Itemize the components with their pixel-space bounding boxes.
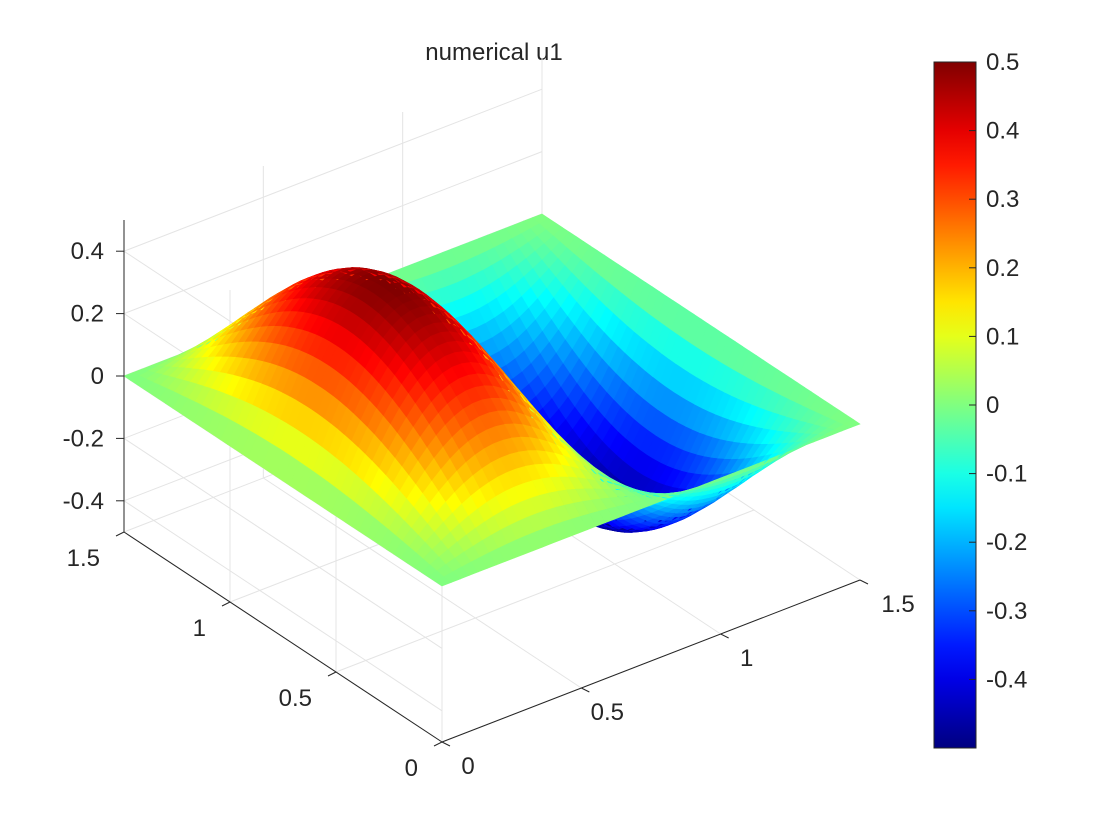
colorbar-tick-label: 0.1 — [986, 323, 1019, 350]
colorbar-tick-label: 0.3 — [986, 186, 1019, 213]
y-tick-label: 1 — [193, 615, 206, 642]
colorbar-tick-label: -0.1 — [986, 461, 1027, 488]
colorbar-tick-label: -0.2 — [986, 529, 1027, 556]
colorbar: 0.5 0.4 0.3 0.2 0.1 0 -0.1 -0.2 -0.3 -0.4 — [933, 49, 1027, 749]
grid-line — [335, 509, 755, 673]
x-tick — [581, 687, 590, 693]
chart-title: numerical u1 — [425, 39, 562, 66]
grid-line — [263, 477, 582, 689]
colorbar-tick-label: 0 — [986, 392, 999, 419]
x-tick-label: 0 — [461, 753, 474, 780]
x-tick — [859, 579, 869, 585]
y-tick-label: 0.5 — [279, 685, 312, 712]
y-tick — [327, 671, 337, 677]
z-tick-label: -0.2 — [63, 425, 104, 452]
y-tick-label: 0 — [405, 755, 418, 782]
x-tick-label: 1 — [740, 645, 753, 672]
y-tick — [221, 601, 231, 607]
z-tick-label: 0.4 — [71, 238, 104, 265]
colorbar-tick-label: 0.5 — [986, 49, 1019, 76]
y-tick — [433, 741, 443, 747]
surface-plot — [123, 213, 861, 587]
y-tick-label: 1.5 — [67, 545, 100, 572]
z-tick-label: 0 — [91, 363, 104, 390]
x-tick — [441, 741, 451, 747]
y-axis-line — [123, 531, 443, 743]
z-tick-label: -0.4 — [63, 488, 104, 515]
x-tick — [720, 633, 729, 639]
x-tick-label: 1.5 — [881, 591, 914, 618]
x-tick-label: 0.5 — [591, 699, 624, 726]
colorbar-tick-label: -0.3 — [986, 598, 1027, 625]
colorbar-tick-label: 0.4 — [986, 118, 1019, 145]
x-axis-line — [441, 579, 861, 743]
colorbar-tick-label: 0.2 — [986, 255, 1019, 282]
colorbar-tick-label: -0.4 — [986, 666, 1027, 693]
z-tick-label: 0.2 — [71, 301, 104, 328]
y-tick — [115, 531, 125, 537]
axes-foreground: 0 0.5 1 1.5 0 0.5 1 1.5 -0.4 -0.2 0 0.2 0.4 — [63, 220, 915, 782]
surface-patch — [843, 419, 861, 428]
